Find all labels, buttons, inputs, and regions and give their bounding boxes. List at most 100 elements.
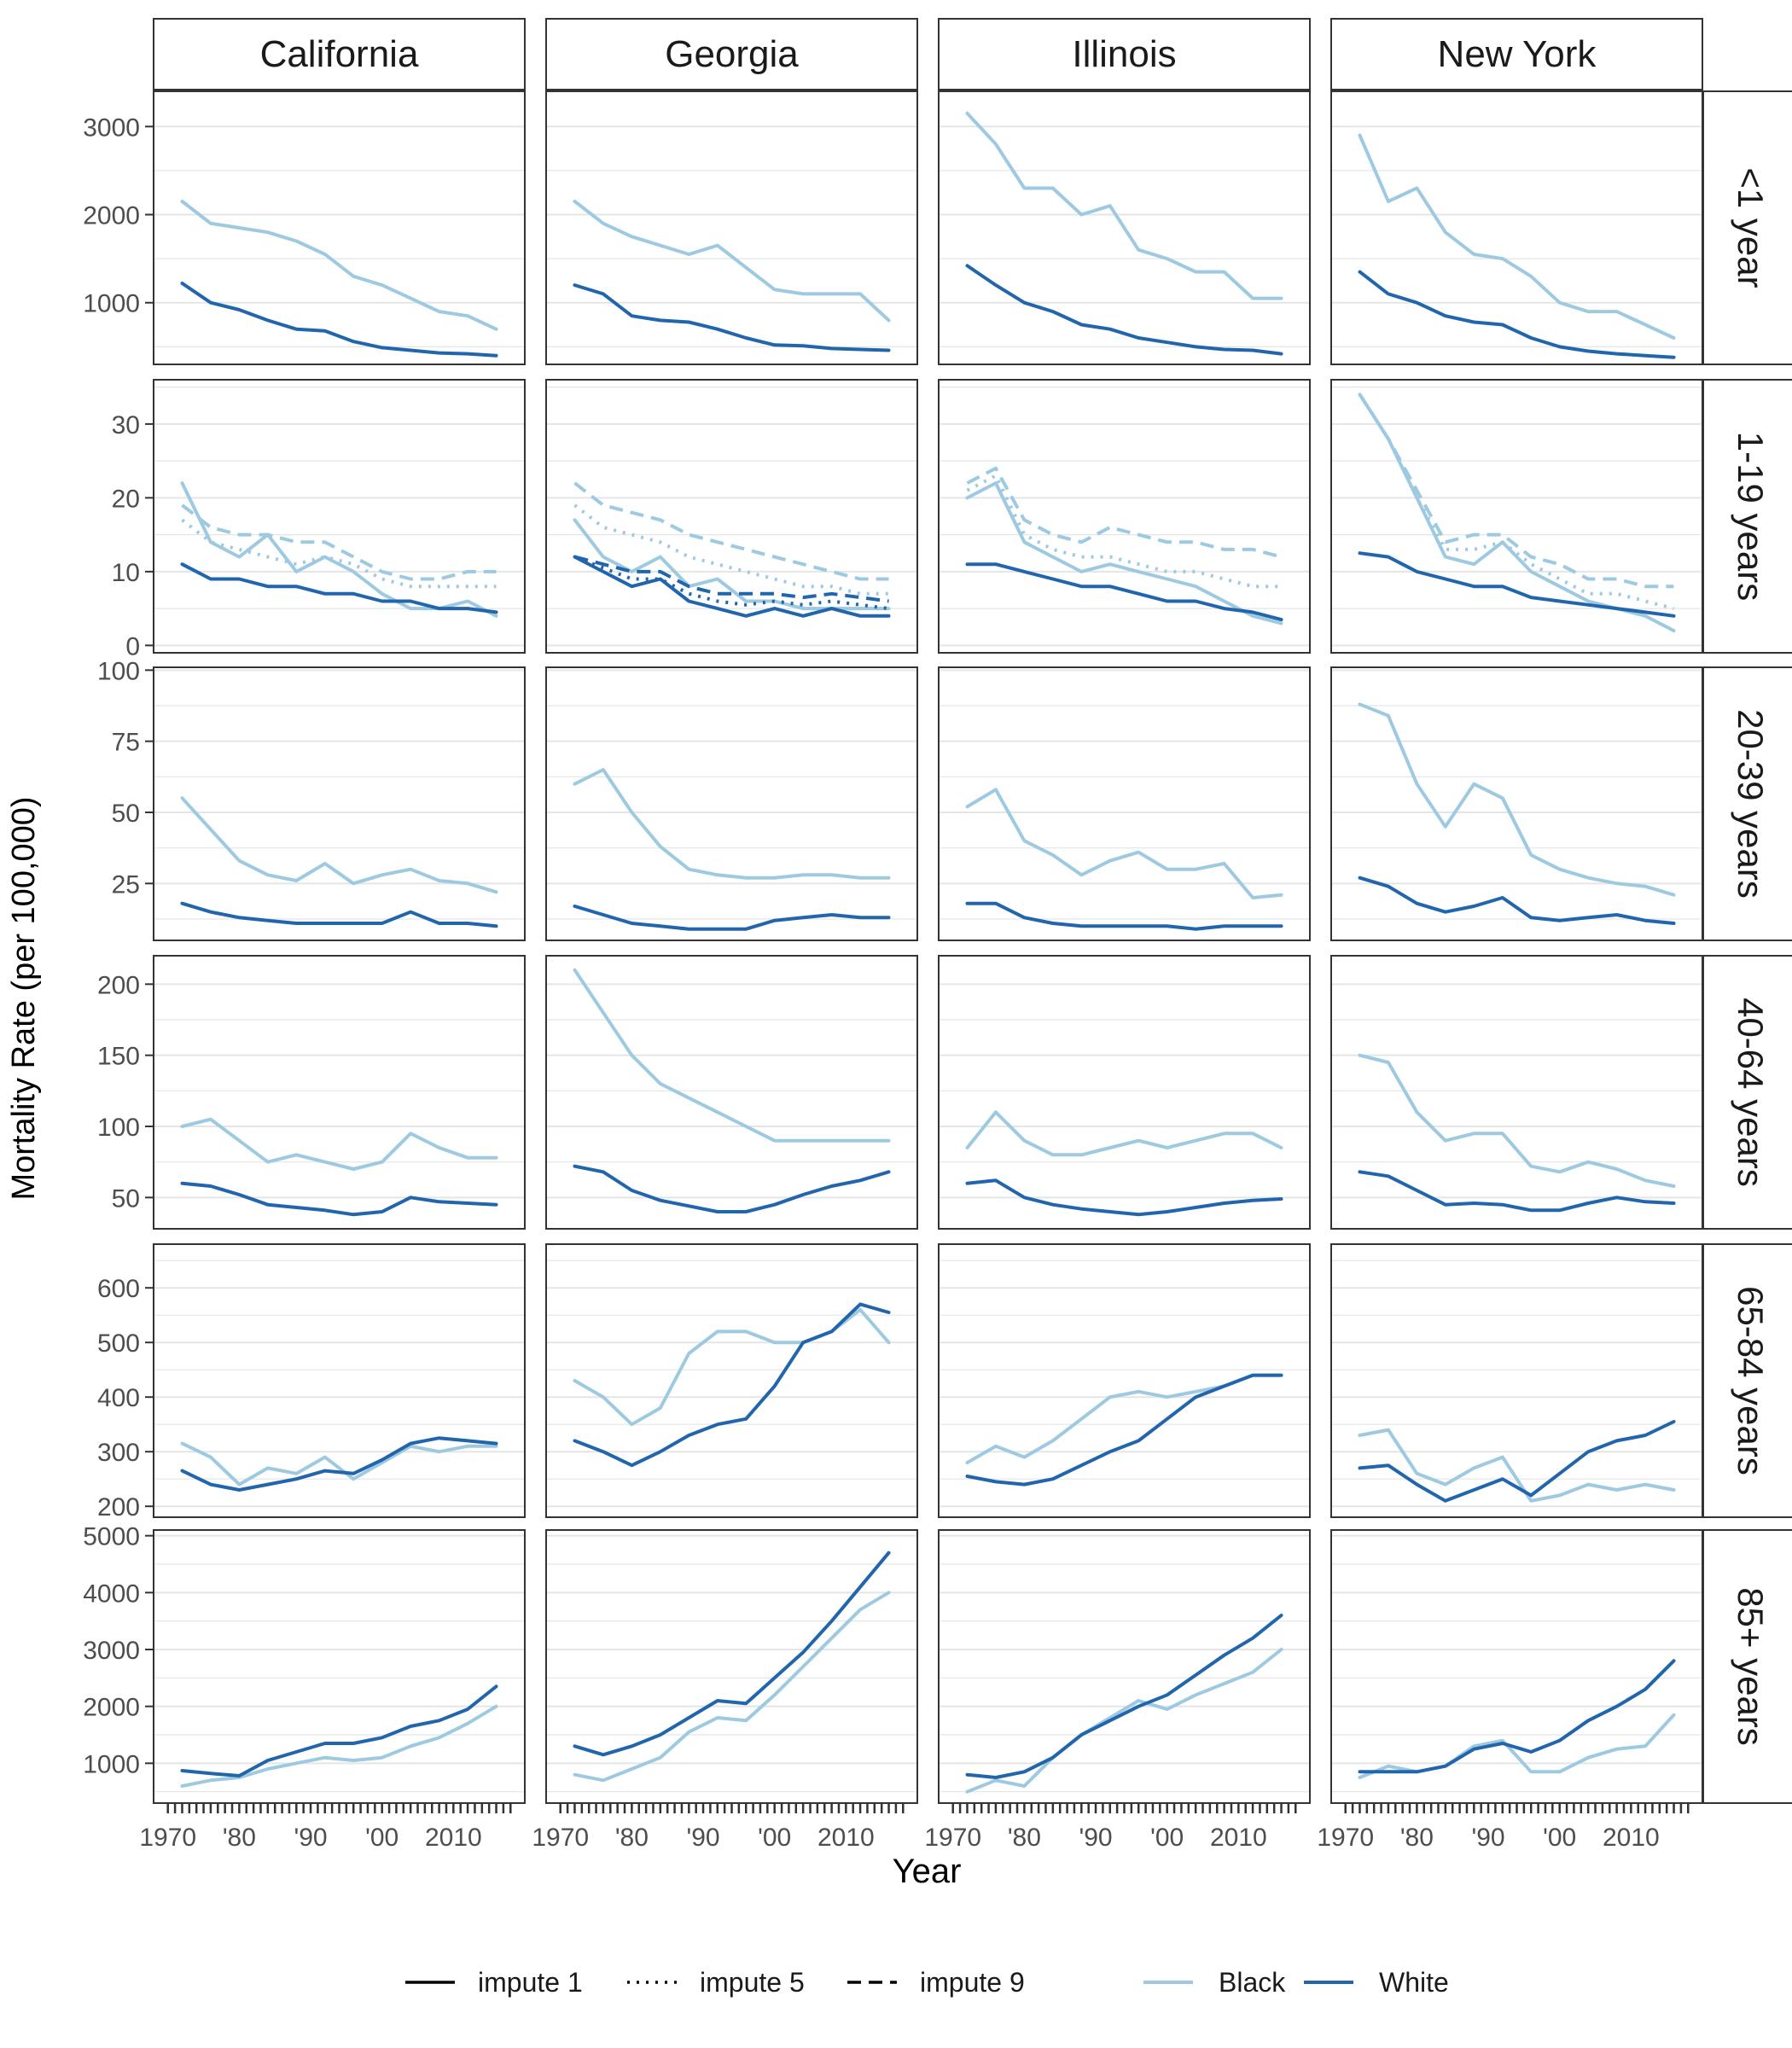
series-line-black-impute-1 [573, 1591, 891, 1783]
panel-border [1330, 955, 1703, 1230]
panel-background [546, 956, 917, 1229]
y-tick-label: 75 [112, 729, 140, 757]
panel-border [545, 90, 918, 365]
panel-california-1-19-years [153, 379, 526, 654]
x-tick-label: '90 [1079, 1824, 1112, 1852]
y-tick-label: 100 [97, 1114, 140, 1142]
panel-background [939, 667, 1310, 940]
legend-item-white: White [1304, 1967, 1449, 1998]
series-line-black-impute-1 [965, 481, 1283, 625]
panel-background [546, 1530, 917, 1803]
panel-background [154, 91, 525, 364]
y-tick-label: 4000 [83, 1580, 140, 1608]
series-line-white-impute-1 [1358, 551, 1676, 618]
y-tick-label: 600 [97, 1275, 140, 1303]
x-tick-label: 2010 [817, 1824, 875, 1852]
series-line-black-impute-1 [573, 968, 891, 1143]
panel-illinois-20-39-years [938, 666, 1311, 941]
x-axes: 1970 '80 '90 '00 2010 1970 '80 '90 '00 2010 1970 '8… [139, 1803, 1690, 1852]
panel-new-york-40-64-years [1330, 955, 1703, 1230]
column-strip-label: New York [1438, 33, 1597, 75]
panel-background [1331, 380, 1702, 653]
panel-background [1331, 956, 1702, 1229]
y-axes: 1000200030000102030255075100501001502002… [83, 113, 154, 1778]
legend-item-impute-5: impute 5 [627, 1967, 805, 1998]
panel-border [545, 955, 918, 1230]
row-strip-1-19-years: 1-19 years [1702, 379, 1792, 654]
panel-background [154, 1244, 525, 1517]
x-tick-label: '80 [615, 1824, 649, 1852]
panel-background [1331, 1530, 1702, 1803]
series-line-black-impute-9 [573, 481, 889, 581]
x-tick-label: '00 [1150, 1824, 1184, 1852]
series-line-black-impute-5 [573, 503, 889, 596]
row-strips: <1 year 1-19 years 20-39 years 40-64 years 6… [1702, 90, 1792, 1804]
column-strip-georgia: Georgia [545, 18, 918, 90]
x-tick-label: '00 [365, 1824, 399, 1852]
column-strip-illinois: Illinois [938, 18, 1311, 90]
y-axis-40-64-years: 50 100 150 200 [97, 971, 154, 1213]
series-line-white-impute-1 [965, 1614, 1283, 1779]
x-tick-label: 1970 [1317, 1824, 1374, 1852]
row-strip-40-64-years: 40-64 years [1702, 955, 1792, 1230]
series-line-white-impute-1 [1358, 876, 1676, 925]
x-tick-label: '90 [1471, 1824, 1504, 1852]
row-strip-label: 65-84 years [1731, 1286, 1771, 1475]
panel-border [938, 1243, 1311, 1518]
panel-border [938, 379, 1311, 654]
panel-background [1331, 667, 1702, 940]
y-axis-title: Mortality Rate (per 100,000) [6, 796, 42, 1200]
panel-border [153, 666, 526, 941]
column-strips: California Georgia Illinois New York [153, 18, 1703, 90]
series-line-white-impute-1 [180, 562, 498, 614]
y-tick-label: 400 [97, 1384, 140, 1412]
series-line-white-impute-1 [1358, 270, 1676, 359]
panel-california-65-84-years [153, 1243, 526, 1518]
series-line-black-impute-1 [180, 796, 498, 894]
panel-california-1-year [153, 90, 526, 365]
panel-illinois-1-19-years [938, 379, 1311, 654]
x-axis-illinois: 1970 '80 '90 '00 2010 [924, 1803, 1297, 1852]
panels [153, 90, 1703, 1804]
panel-background [154, 1530, 525, 1803]
x-tick-label: '80 [223, 1824, 256, 1852]
panel-georgia-85-years [545, 1529, 918, 1804]
y-tick-label: 2000 [83, 1694, 140, 1722]
y-tick-label: 50 [112, 800, 140, 828]
panel-background [154, 380, 525, 653]
y-tick-label: 3000 [83, 113, 140, 142]
x-tick-label: 2010 [1210, 1824, 1267, 1852]
legend-label: impute 9 [920, 1967, 1025, 1998]
series-line-white-impute-1 [573, 1551, 891, 1757]
panel-border [153, 955, 526, 1230]
panel-background [546, 91, 917, 364]
series-line-black-impute-1 [1358, 702, 1676, 897]
panel-background [1331, 1244, 1702, 1517]
panel-border [153, 1243, 526, 1518]
y-tick-label: 25 [112, 870, 140, 899]
series-line-black-impute-9 [181, 503, 497, 581]
y-tick-label: 5000 [83, 1523, 140, 1551]
y-tick-label: 3000 [83, 1637, 140, 1665]
x-tick-label: '00 [1543, 1824, 1576, 1852]
panel-border [545, 1243, 918, 1518]
x-axis-georgia: 1970 '80 '90 '00 2010 [532, 1803, 905, 1852]
y-tick-label: 10 [112, 559, 140, 587]
series-line-black-impute-1 [965, 1110, 1283, 1157]
legend-item-black: Black [1143, 1967, 1286, 1998]
series-line-white-impute-1 [965, 264, 1283, 356]
y-tick-label: 500 [97, 1329, 140, 1358]
row-strip-label: 20-39 years [1731, 709, 1771, 899]
panel-illinois-1-year [938, 90, 1311, 365]
y-axis-65-84-years: 200 300 400 500 600 [97, 1275, 154, 1521]
panel-background [939, 380, 1310, 653]
x-tick-label: 2010 [425, 1824, 482, 1852]
legend-item-impute-1: impute 1 [405, 1967, 583, 1998]
panel-background [939, 956, 1310, 1229]
panel-border [545, 666, 918, 941]
column-strip-label: California [260, 33, 419, 75]
x-tick-label: '00 [758, 1824, 791, 1852]
series-line-white-impute-1 [573, 283, 891, 352]
x-axis-california: 1970 '80 '90 '00 2010 [139, 1803, 512, 1852]
panel-border [938, 955, 1311, 1230]
